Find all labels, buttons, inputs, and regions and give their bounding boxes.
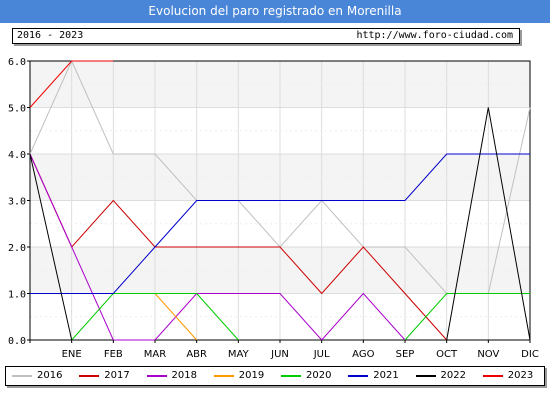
y-tick-label: 3.0: [8, 197, 26, 208]
legend-swatch: [482, 375, 503, 377]
legend-swatch: [12, 375, 32, 377]
y-tick-label: 4.0: [8, 150, 26, 161]
y-tick-label: 0.0: [8, 336, 26, 347]
y-tick-label: 5.0: [8, 104, 26, 115]
series-lines: [29, 59, 531, 341]
x-tick-label: MAY: [228, 349, 250, 360]
series-line-2023: [29, 60, 114, 108]
y-tick-label: 1.0: [8, 290, 26, 301]
x-tick-label: AGO: [352, 349, 374, 360]
x-tick-label: ABR: [186, 349, 207, 360]
legend-label: 2019: [238, 370, 265, 381]
legend-swatch: [281, 375, 301, 377]
legend-swatch: [79, 375, 100, 377]
legend-swatch: [213, 375, 234, 377]
x-tick-label: ENE: [62, 349, 82, 360]
legend-label: 2017: [104, 370, 130, 381]
x-tick-label: FEB: [104, 349, 123, 360]
y-axis-ticks: 0.0 1.0 2.0 3.0 4.0 5.0 6.0: [8, 57, 30, 347]
legend-label: 2018: [171, 370, 197, 381]
legend-swatch: [146, 375, 167, 377]
legend-label: 2020: [306, 370, 332, 381]
series-line-2022: [29, 107, 531, 341]
x-axis-ticks: ENE FEB MAR ABR MAY JUN JUL AGO SEP OCT NOV DIC: [29, 340, 539, 360]
x-tick-label: MAR: [144, 349, 166, 360]
legend-swatch: [348, 375, 369, 377]
legend-label: 2016: [37, 370, 63, 381]
legend-swatch: [415, 375, 436, 377]
website-label: http://www.foro-ciudad.com: [356, 30, 513, 41]
legend: 2016 2017 2018 2019 2020 2021 2022 2023: [5, 366, 545, 386]
period-label: 2016 - 2023: [17, 30, 84, 41]
series-line-2021: [30, 153, 530, 294]
x-tick-label: SEP: [396, 349, 415, 360]
chart-title: Evolucion del paro registrado en Morenil…: [0, 0, 550, 23]
x-tick-label: JUN: [270, 349, 289, 360]
series-line-2020: [71, 293, 530, 341]
series-line-2017: [29, 153, 448, 341]
legend-label: 2022: [440, 370, 466, 381]
y-tick-label: 2.0: [8, 243, 26, 254]
x-tick-label: OCT: [436, 349, 458, 360]
legend-label: 2023: [507, 370, 534, 381]
series-line-2019: [154, 293, 198, 341]
x-tick-label: JUL: [313, 349, 330, 360]
y-tick-label: 6.0: [8, 57, 26, 68]
x-tick-label: NOV: [477, 349, 499, 360]
legend-label: 2021: [373, 370, 399, 381]
info-box: 2016 - 2023 http://www.foro-ciudad.com: [12, 28, 520, 44]
x-tick-label: DIC: [521, 349, 539, 360]
